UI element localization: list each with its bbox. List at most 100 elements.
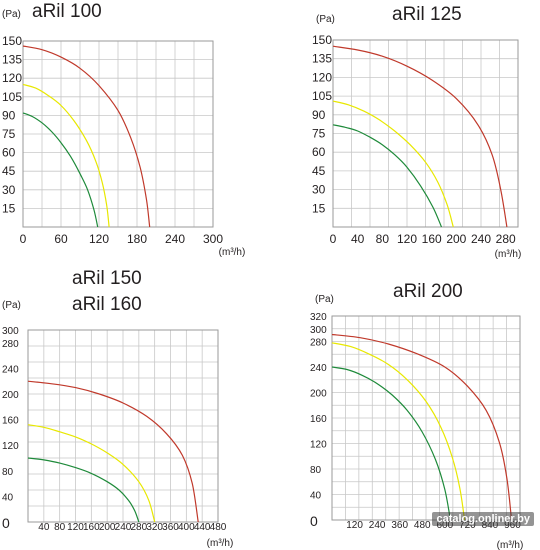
y-tick-label: 90 — [312, 108, 326, 122]
y-tick-label: 135 — [2, 53, 22, 67]
x-tick-label: 320 — [146, 522, 163, 533]
x-tick-label: 60 — [54, 232, 68, 246]
plot-frame — [27, 329, 219, 523]
y-tick-label: 105 — [2, 90, 22, 104]
x-axis-unit-label: (m³/h) — [219, 247, 246, 258]
x-tick-label: 200 — [446, 232, 466, 246]
y-tick-label: 75 — [2, 127, 16, 141]
y-tick-label: 15 — [312, 201, 326, 215]
y-tick-label: 135 — [312, 52, 332, 66]
x-tick-label: 240 — [369, 520, 386, 531]
x-tick-label: 80 — [376, 232, 390, 246]
chart-svg-2: 15 30 45 60 75 90 105 120 135 150 0 40 80 120 160 200 24… — [312, 14, 522, 260]
x-tick-label: 40 — [351, 232, 365, 246]
x-tick-label: 120 — [67, 522, 84, 533]
x-axis-unit-label: (m³/h) — [497, 540, 524, 550]
x-tick-label: 400 — [178, 522, 195, 533]
y-tick-label: 40 — [2, 492, 14, 503]
y-tick-label: 60 — [312, 145, 326, 159]
x-tick-label: 180 — [127, 232, 147, 246]
y-tick-label: 15 — [2, 201, 16, 215]
y-tick-label: 240 — [310, 363, 327, 374]
x-tick-label: 440 — [194, 522, 211, 533]
y-tick-label: 280 — [2, 339, 19, 350]
y-tick-label: 160 — [310, 414, 327, 425]
series-line-1 — [27, 380, 199, 523]
x-tick-label: 200 — [99, 522, 116, 533]
y-axis-unit-label: (Pa) — [316, 14, 335, 25]
y-tick-label: 40 — [310, 491, 322, 502]
x-tick-label: 0 — [20, 232, 27, 246]
x-axis-unit-label: (m³/h) — [207, 538, 234, 549]
x-tick-label: 280 — [130, 522, 147, 533]
series-line-3 — [27, 457, 140, 523]
chart-panel-1: aRil 100 15 30 45 60 75 90 105 120 135 150 0 60 120 1… — [0, 0, 270, 270]
chart-panel-2: aRil 125 15 30 45 60 75 90 105 120 135 150 0 40 80 12… — [270, 0, 540, 270]
y-axis-unit-label: (Pa) — [2, 300, 21, 311]
x-tick-label: 120 — [346, 520, 363, 531]
x-tick-label: 80 — [54, 522, 66, 533]
x-tick-label: 360 — [162, 522, 179, 533]
y-tick-label: 60 — [2, 146, 16, 160]
series-line-1 — [331, 333, 513, 521]
series-line-2 — [27, 424, 156, 523]
chart-svg-4: 0408012016020024028030032012024036048060… — [310, 294, 524, 550]
y-tick-label: 120 — [2, 441, 19, 452]
y-tick-label: 120 — [310, 440, 327, 451]
y-tick-label-zero: 0 — [2, 515, 10, 531]
y-tick-label: 300 — [2, 326, 19, 337]
x-tick-label: 480 — [414, 520, 431, 531]
y-tick-label: 75 — [312, 127, 326, 141]
y-tick-label: 45 — [2, 164, 16, 178]
y-tick-label: 80 — [310, 465, 322, 476]
y-axis-unit-label: (Pa) — [315, 294, 334, 305]
y-tick-label: 80 — [2, 467, 14, 478]
y-tick-label: 240 — [2, 364, 19, 375]
x-tick-label: 160 — [83, 522, 100, 533]
y-tick-label: 120 — [312, 70, 332, 84]
y-tick-label: 280 — [310, 338, 327, 349]
x-tick-label: 160 — [422, 232, 442, 246]
y-tick-label: 45 — [312, 164, 326, 178]
y-tick-label: 150 — [2, 34, 22, 48]
x-tick-label: 480 — [210, 522, 227, 533]
y-tick-label: 30 — [2, 183, 16, 197]
series-line-2 — [331, 342, 466, 521]
y-tick-label: 160 — [2, 416, 19, 427]
x-tick-label: 240 — [471, 232, 491, 246]
series-line-1 — [22, 45, 151, 228]
x-tick-label: 0 — [330, 232, 337, 246]
x-tick-label: 240 — [115, 522, 132, 533]
x-tick-label: 360 — [391, 520, 408, 531]
y-tick-label: 30 — [312, 183, 326, 197]
x-tick-label: 240 — [165, 232, 185, 246]
chart-title-2-line-1: aRil 125 — [392, 4, 462, 25]
x-axis-unit-label: (m³/h) — [495, 249, 522, 260]
plot-frame — [331, 315, 521, 521]
y-tick-label: 300 — [310, 325, 327, 336]
y-tick-label-zero: 0 — [310, 513, 318, 529]
chart-title-4-line-1: aRil 200 — [393, 281, 463, 302]
x-tick-label: 300 — [203, 232, 223, 246]
series-line-3 — [331, 366, 451, 521]
y-axis-unit-label: (Pa) — [2, 9, 21, 20]
x-tick-label: 120 — [89, 232, 109, 246]
plot-frame — [332, 39, 519, 228]
y-tick-label: 120 — [2, 71, 22, 85]
series-line-3 — [22, 112, 99, 228]
y-tick-label: 200 — [310, 389, 327, 400]
series-line-2 — [332, 100, 454, 228]
x-tick-label: 280 — [496, 232, 516, 246]
series-line-1 — [332, 45, 508, 228]
chart-panel-4: aRil 200 0 40 80 120 160 200 240 280 300 320 120 24… — [270, 270, 540, 550]
y-tick-label: 320 — [310, 312, 327, 323]
y-tick-label: 105 — [312, 89, 332, 103]
watermark-label: catalog.onliner.by — [432, 512, 534, 526]
plot-frame — [22, 40, 214, 228]
chart-title-1-line-1: aRil 100 — [32, 1, 102, 22]
y-tick-label: 200 — [2, 390, 19, 401]
chart-title-3-line-1: aRil 150 — [72, 268, 142, 289]
series-line-3 — [332, 124, 443, 228]
